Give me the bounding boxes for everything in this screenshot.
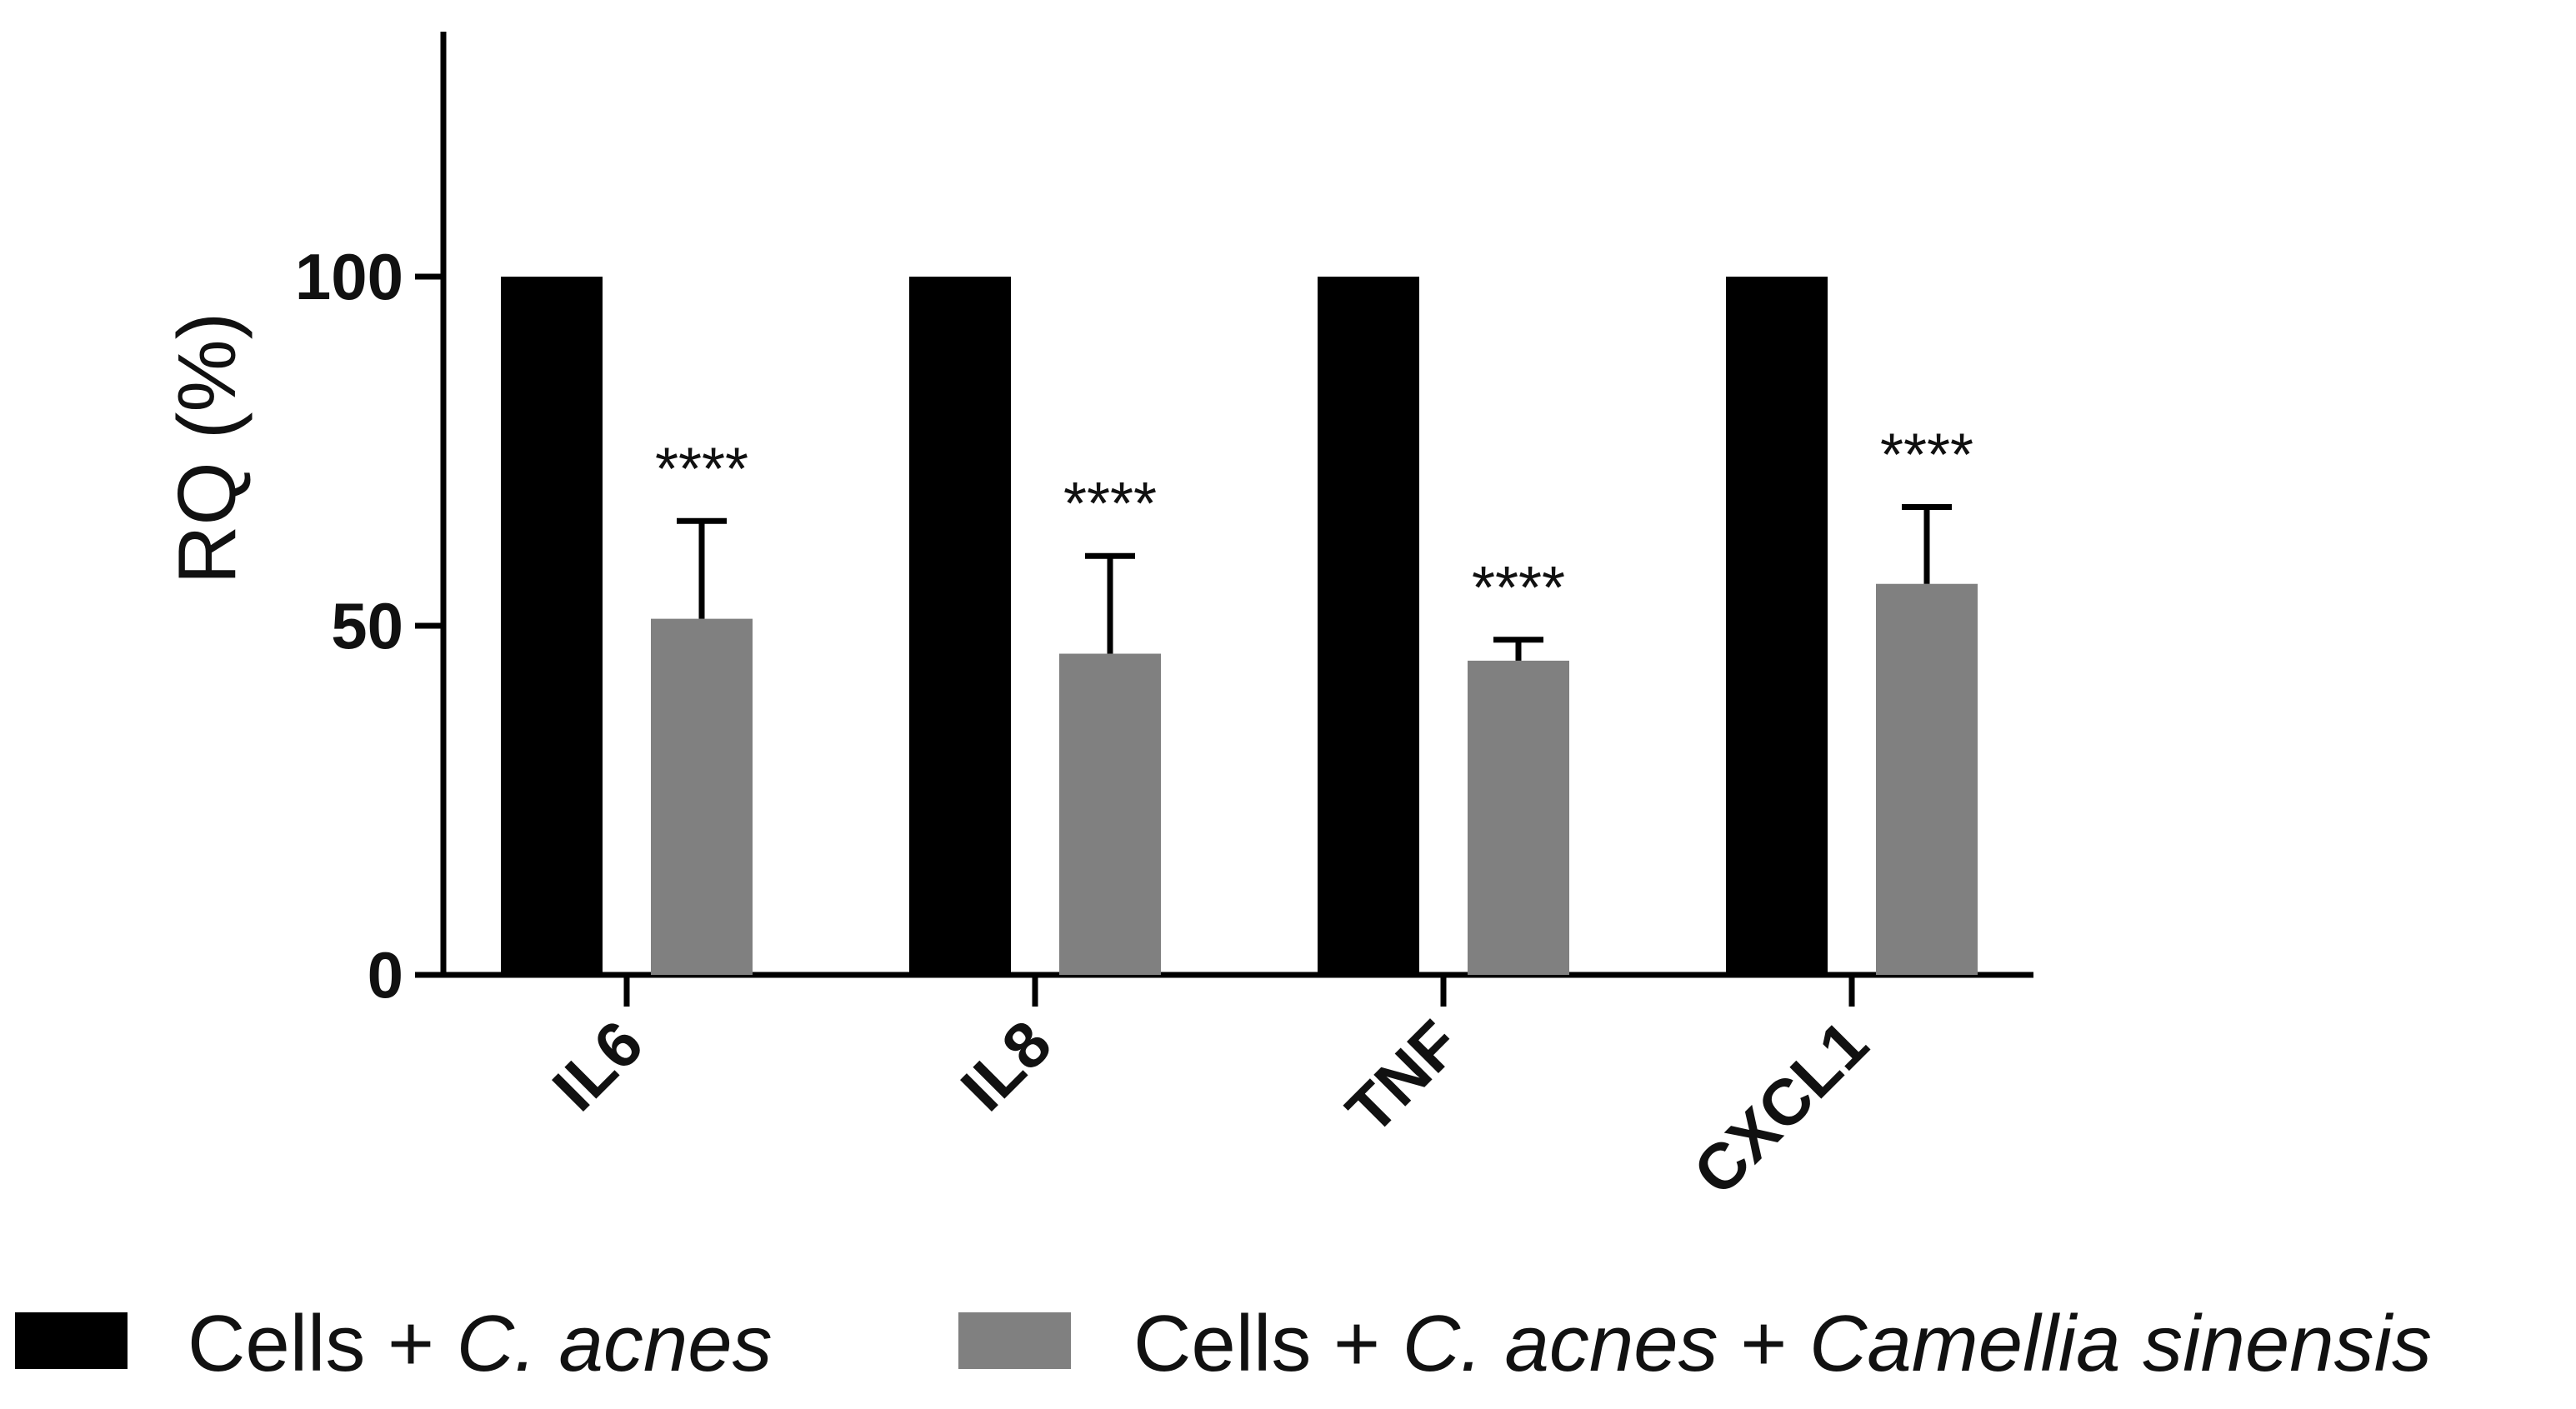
- significance-label-tnf: ****: [1472, 555, 1565, 622]
- bar-series-1-il8: [909, 277, 1011, 975]
- error-bar-il8: [1085, 552, 1135, 654]
- y-tick-label: 50: [331, 589, 403, 662]
- error-bar-tnf: [1493, 637, 1543, 661]
- error-bar-il6: [677, 517, 727, 619]
- significance-labels: **** **** **** ****: [655, 422, 1973, 622]
- bar-series-1-il6: [501, 277, 603, 975]
- y-tick-label: 100: [295, 240, 403, 313]
- bar-series-2-il6: [651, 618, 753, 975]
- x-tick-label-il8: IL8: [947, 1007, 1065, 1125]
- x-tick-label-tnf: TNF: [1333, 1007, 1473, 1147]
- x-ticks: IL6 IL8 TNF CXCL1: [538, 975, 1882, 1209]
- legend: Cells + C. acnes Cells + C. acnes + Came…: [15, 1299, 2432, 1388]
- significance-label-cxcl1: ****: [1880, 422, 1973, 489]
- bar-series-1-tnf: [1318, 277, 1419, 975]
- error-bar-cxcl1: [1902, 504, 1952, 584]
- bar-series-2-tnf: [1468, 660, 1569, 975]
- y-ticks: 0 50 100: [295, 240, 443, 1012]
- legend-swatch-series-1: [15, 1312, 128, 1369]
- bars: [501, 277, 1978, 975]
- x-tick-label-cxcl1: CXCL1: [1679, 1007, 1882, 1209]
- y-axis-title: RQ (%): [161, 312, 253, 585]
- bar-series-1-cxcl1: [1726, 277, 1828, 975]
- legend-label-series-1: Cells + C. acnes: [188, 1299, 773, 1388]
- legend-swatch-series-2: [958, 1312, 1071, 1369]
- bar-series-2-il8: [1059, 653, 1161, 975]
- bar-series-2-cxcl1: [1876, 583, 1978, 975]
- x-tick-label-il6: IL6: [538, 1007, 657, 1125]
- significance-label-il6: ****: [655, 436, 748, 502]
- significance-label-il8: ****: [1063, 471, 1157, 537]
- legend-label-series-2: Cells + C. acnes + Camellia sinensis: [1133, 1299, 2432, 1388]
- error-bars: [677, 504, 1952, 661]
- y-tick-label: 0: [368, 938, 403, 1012]
